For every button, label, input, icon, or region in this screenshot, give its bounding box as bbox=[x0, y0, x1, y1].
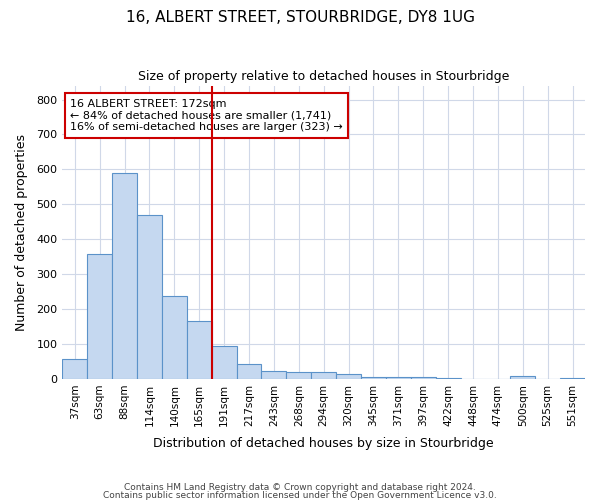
Text: Contains public sector information licensed under the Open Government Licence v3: Contains public sector information licen… bbox=[103, 490, 497, 500]
Bar bbox=[361, 377, 386, 379]
Bar bbox=[336, 374, 361, 379]
Bar bbox=[187, 322, 212, 379]
Bar bbox=[286, 372, 311, 379]
Text: 16, ALBERT STREET, STOURBRIDGE, DY8 1UG: 16, ALBERT STREET, STOURBRIDGE, DY8 1UG bbox=[125, 10, 475, 25]
Y-axis label: Number of detached properties: Number of detached properties bbox=[15, 134, 28, 330]
Bar bbox=[87, 254, 112, 379]
Bar bbox=[112, 173, 137, 379]
Bar bbox=[560, 378, 585, 379]
Bar bbox=[137, 215, 162, 379]
Bar bbox=[386, 377, 411, 379]
Bar bbox=[62, 359, 87, 379]
Bar bbox=[262, 371, 286, 379]
Bar bbox=[311, 372, 336, 379]
Bar bbox=[436, 378, 461, 379]
Bar bbox=[212, 346, 236, 379]
Bar bbox=[162, 296, 187, 379]
Bar bbox=[411, 377, 436, 379]
Bar bbox=[236, 364, 262, 379]
Bar bbox=[511, 376, 535, 379]
Text: 16 ALBERT STREET: 172sqm
← 84% of detached houses are smaller (1,741)
16% of sem: 16 ALBERT STREET: 172sqm ← 84% of detach… bbox=[70, 99, 343, 132]
Text: Contains HM Land Registry data © Crown copyright and database right 2024.: Contains HM Land Registry data © Crown c… bbox=[124, 484, 476, 492]
Title: Size of property relative to detached houses in Stourbridge: Size of property relative to detached ho… bbox=[138, 70, 509, 83]
X-axis label: Distribution of detached houses by size in Stourbridge: Distribution of detached houses by size … bbox=[154, 437, 494, 450]
